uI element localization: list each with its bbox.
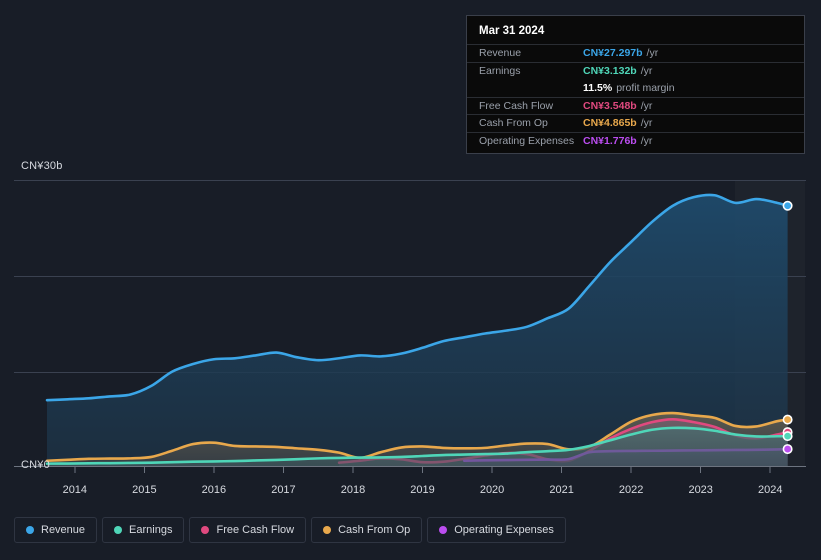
tooltip-date: Mar 31 2024 xyxy=(479,25,545,37)
x-axis-label-2020: 2020 xyxy=(479,484,505,496)
legend-label: Free Cash Flow xyxy=(216,524,295,536)
legend-item-free-cash-flow[interactable]: Free Cash Flow xyxy=(189,517,307,543)
x-axis-label-2015: 2015 xyxy=(132,484,157,496)
legend-label: Earnings xyxy=(129,524,173,536)
legend-item-revenue[interactable]: Revenue xyxy=(14,517,98,543)
legend-item-earnings[interactable]: Earnings xyxy=(102,517,185,543)
tooltip-row-value: CN¥27.297b xyxy=(583,47,643,60)
x-axis-label-2014: 2014 xyxy=(62,484,88,496)
tooltip-row-value: CN¥3.132b xyxy=(583,64,637,77)
tooltip-row-unit: /yr xyxy=(640,99,653,112)
x-axis-ticks xyxy=(74,467,771,473)
tooltip-row-label: Cash From Op xyxy=(479,117,548,130)
tooltip-row-earnings: Earnings CN¥3.132b/yr xyxy=(467,61,804,80)
legend-label: Revenue xyxy=(41,524,86,536)
y-axis-zero-label: CN¥0 xyxy=(21,459,50,471)
chart-plot-area[interactable]: CN¥30b CN¥0 2014 2015 2016 2017 2018 2019 2020… xyxy=(0,0,821,500)
chart-svg xyxy=(14,180,806,473)
legend-color-dot xyxy=(323,526,332,534)
tooltip-row-operating-expenses: Operating Expenses CN¥1.776b/yr xyxy=(467,131,804,150)
tooltip-row-label: Revenue xyxy=(479,47,522,60)
legend-item-cash-from-op[interactable]: Cash From Op xyxy=(311,517,423,543)
tooltip-row-revenue: Revenue CN¥27.297b/yr xyxy=(467,44,804,62)
data-series-layer xyxy=(45,193,789,466)
tooltip-rows: Revenue CN¥27.297b/yr Earnings CN¥3.132b/yr… xyxy=(467,44,804,149)
series-revenue xyxy=(45,193,789,466)
endpoint-marker-cash-from-op xyxy=(782,414,793,425)
endpoint-marker-revenue xyxy=(782,200,793,211)
tooltip-row-label: Earnings xyxy=(479,64,521,77)
tooltip-row-cash-from-op: Cash From Op CN¥4.865b/yr xyxy=(467,114,804,132)
endpoint-marker-earnings xyxy=(782,431,793,442)
x-axis-label-2016: 2016 xyxy=(201,484,227,496)
legend-color-dot xyxy=(26,526,34,534)
legend-color-dot xyxy=(439,526,448,534)
chart-legend: Revenue Earnings Free Cash Flow Cash From O… xyxy=(14,517,566,543)
endpoint-marker-operating-expenses xyxy=(782,444,793,455)
x-axis-label-2021: 2021 xyxy=(549,484,574,496)
x-axis-label-2019: 2019 xyxy=(410,484,435,496)
legend-color-dot xyxy=(114,526,123,534)
tooltip-row-unit: /yr xyxy=(640,117,653,130)
legend-item-operating-expenses[interactable]: Operating Expenses xyxy=(427,517,566,543)
x-axis-label-2023: 2023 xyxy=(688,484,713,496)
tooltip-row-label: Operating Expenses xyxy=(479,134,575,147)
tooltip-row-unit: /yr xyxy=(640,134,653,147)
data-tooltip: Mar 31 2024 Revenue CN¥27.297b/yr Earnings… xyxy=(466,15,805,154)
legend-color-dot xyxy=(201,526,210,534)
tooltip-row-unit: /yr xyxy=(640,64,653,77)
y-axis-max-label: CN¥30b xyxy=(21,160,63,172)
legend-label: Cash From Op xyxy=(338,524,411,536)
tooltip-row-profit-margin: 11.5% profit margin xyxy=(467,79,804,97)
legend-label: Operating Expenses xyxy=(454,524,554,536)
tooltip-row-unit: /yr xyxy=(646,47,659,60)
series-earnings xyxy=(45,426,789,466)
tooltip-row-value: CN¥1.776b xyxy=(583,134,637,147)
series-endpoint-markers xyxy=(782,200,793,455)
tooltip-row-unit: profit margin xyxy=(616,81,675,94)
tooltip-row-label: Free Cash Flow xyxy=(479,99,554,112)
tooltip-row-free-cash-flow: Free Cash Flow CN¥3.548b/yr xyxy=(467,96,804,115)
x-axis-label-2018: 2018 xyxy=(340,484,366,496)
tooltip-row-value: CN¥3.548b xyxy=(583,99,637,112)
tooltip-row-value: 11.5% xyxy=(583,81,613,94)
tooltip-row-value: CN¥4.865b xyxy=(583,117,637,130)
x-axis-label-2022: 2022 xyxy=(618,484,644,496)
x-axis-label-2017: 2017 xyxy=(271,484,296,496)
x-axis-label-2024: 2024 xyxy=(757,484,783,496)
